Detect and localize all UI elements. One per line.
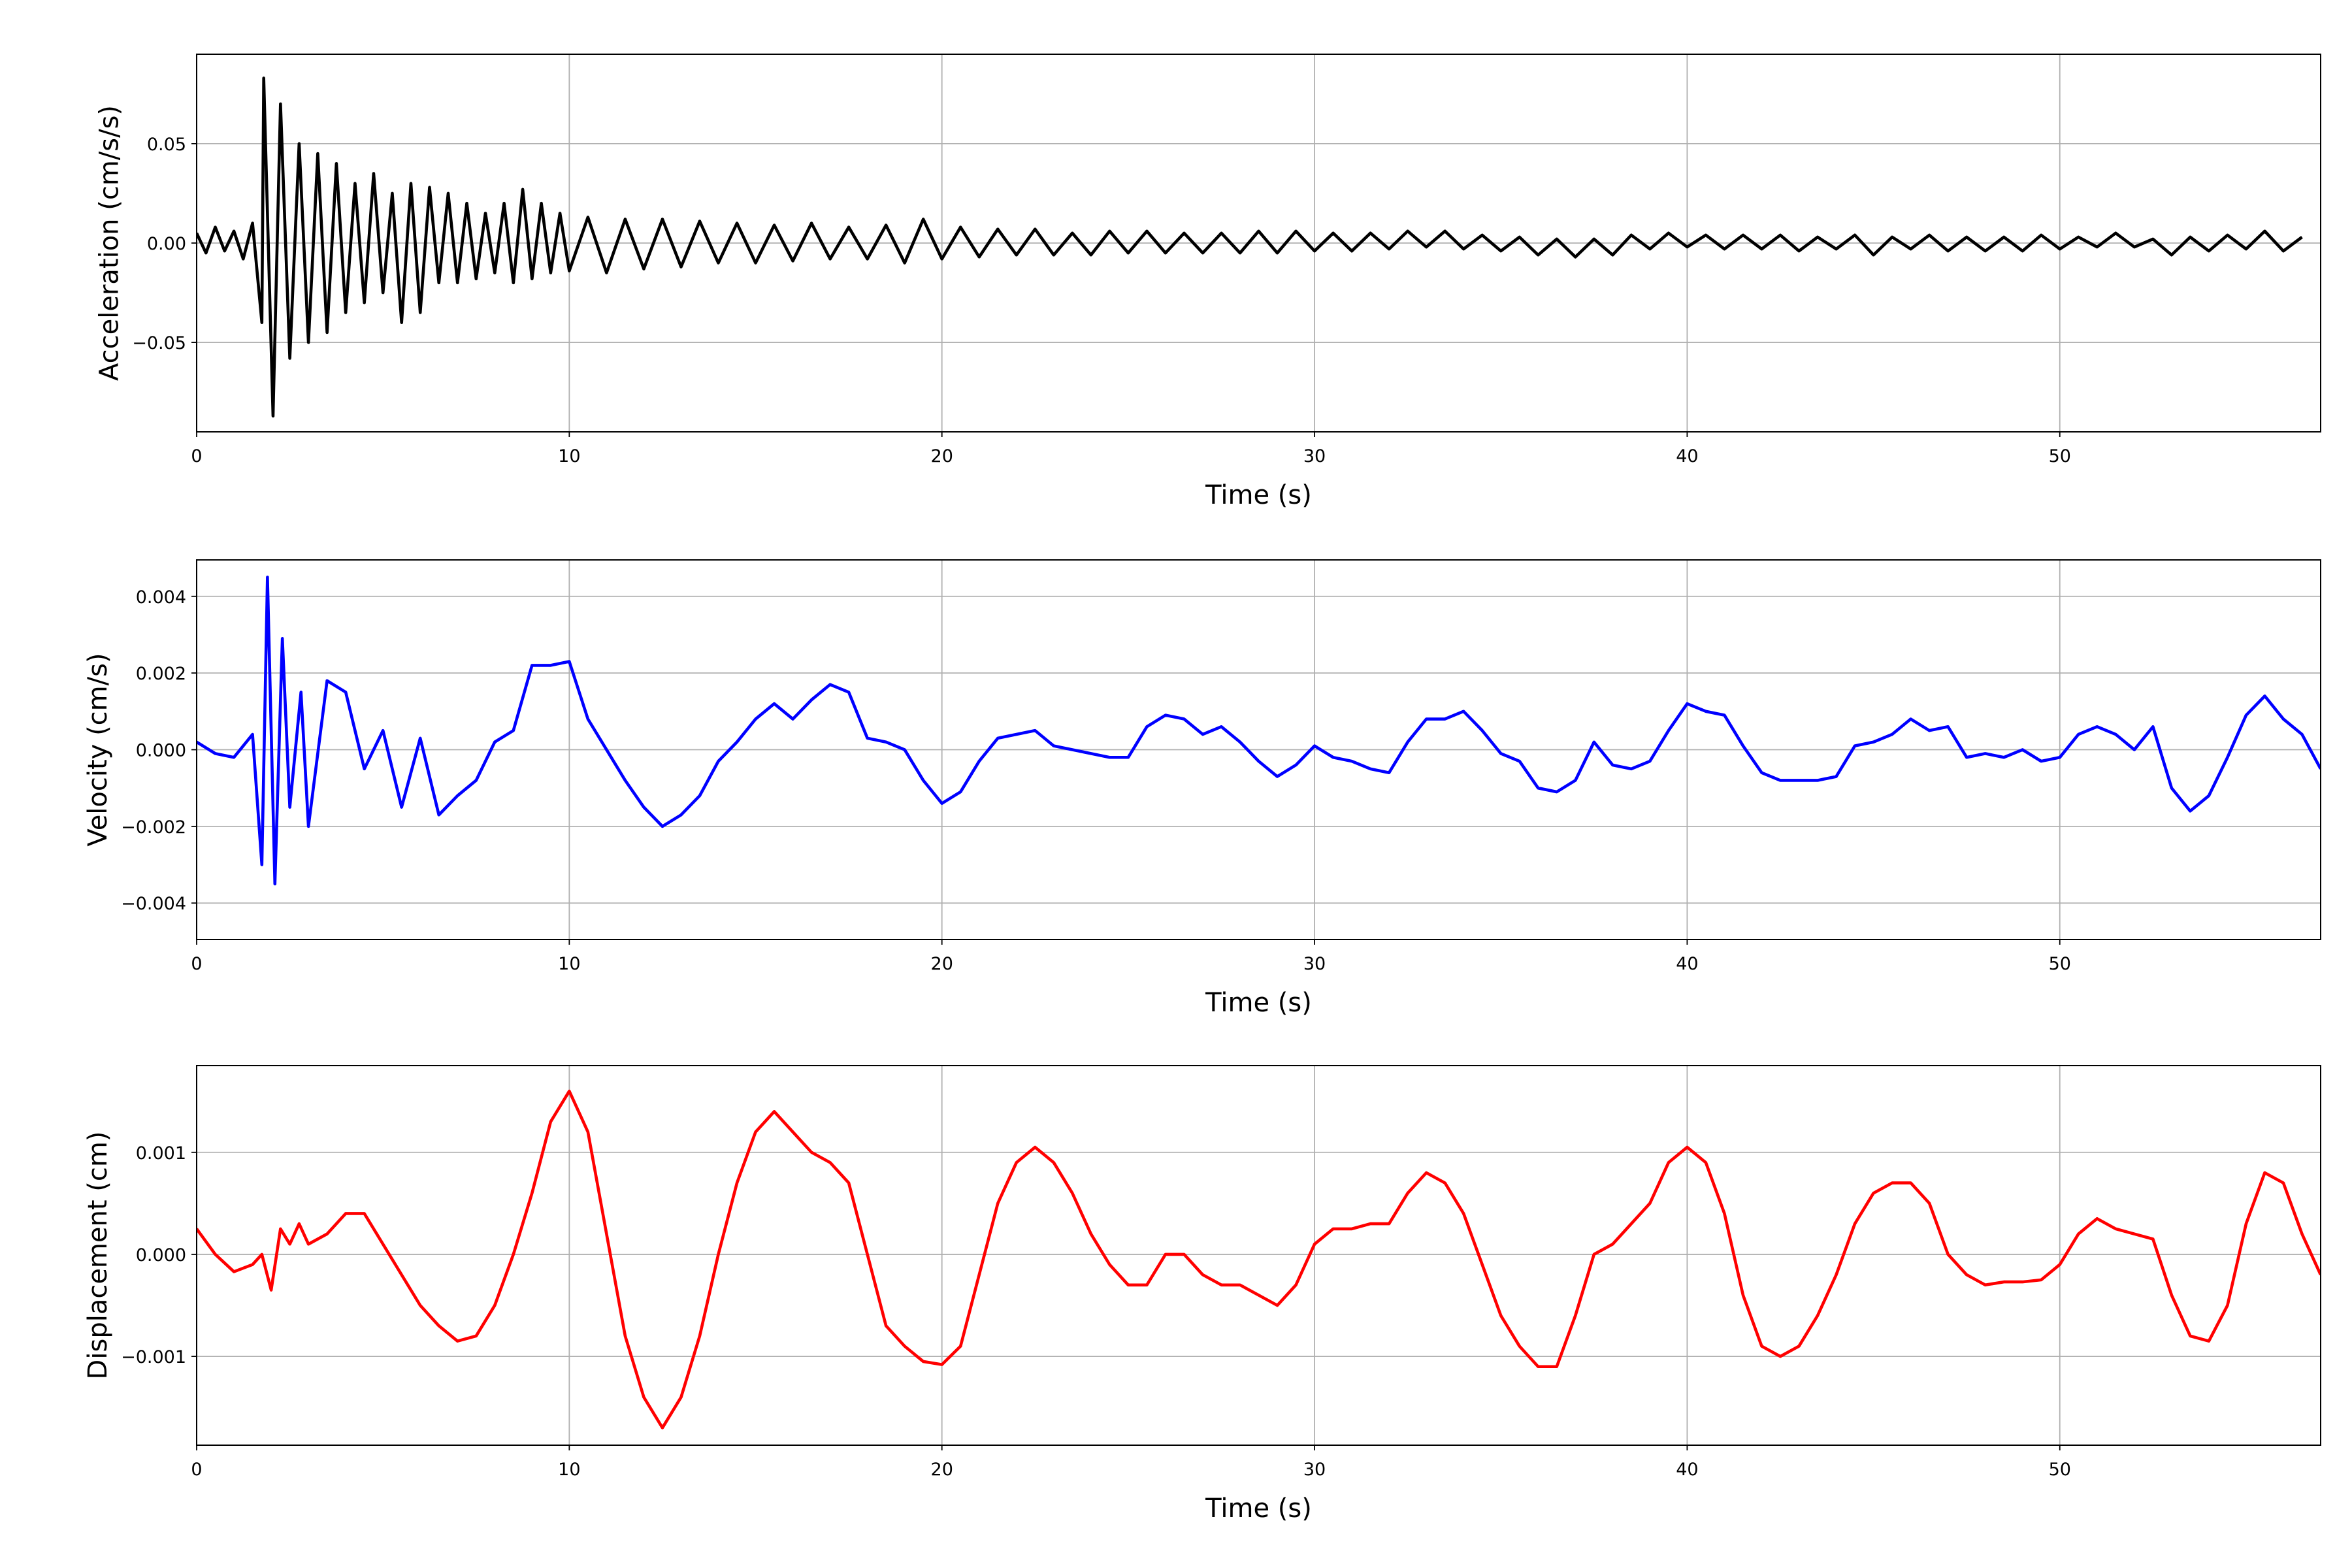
y-tick-label: −0.001: [121, 1347, 186, 1367]
y-tick-label: 0.000: [136, 741, 186, 761]
y-tick-label: 0.004: [136, 587, 186, 608]
panel: 0 10 20 30 40 50 −0.05 0.00 0.05 Time (s) Accelera…: [94, 54, 2321, 510]
x-tick-label: 20: [931, 446, 953, 466]
x-tick-label: 30: [1303, 1460, 1326, 1480]
series: [197, 1089, 2321, 1429]
x-tick-label: 40: [1676, 446, 1698, 466]
data-line: [197, 76, 2303, 417]
x-tick-label: 50: [2049, 954, 2071, 974]
axes-frame: [196, 559, 2321, 940]
panel: 0 10 20 30 40 50 −0.004 −0.002 0.000 0.002 0.004 Ti…: [83, 559, 2321, 1018]
x-tick-label: 50: [2049, 446, 2071, 466]
data-line: [197, 1089, 2321, 1429]
y-tick-label: 0.00: [147, 234, 186, 254]
y-axis-label: Acceleration (cm/s/s): [94, 105, 124, 381]
x-tick-label: 50: [2049, 1460, 2071, 1480]
x-tick-label: 30: [1303, 446, 1326, 466]
y-axis-label: Displacement (cm): [83, 1132, 113, 1380]
y-tick-label: 0.000: [136, 1245, 186, 1266]
x-tick-label: 40: [1676, 954, 1698, 974]
x-tick-label: 10: [558, 446, 580, 466]
series: [197, 76, 2303, 417]
x-axis-label: Time (s): [1205, 1494, 1312, 1524]
data-line: [197, 576, 2321, 886]
y-tick-label: −0.004: [121, 894, 186, 914]
x-tick-label: 20: [931, 954, 953, 974]
x-tick-label: 30: [1303, 954, 1326, 974]
x-tick-label: 10: [558, 954, 580, 974]
y-tick-label: −0.002: [121, 817, 186, 838]
x-tick-label: 40: [1676, 1460, 1698, 1480]
x-tick-label: 0: [191, 954, 202, 974]
y-tick-label: 0.002: [136, 664, 186, 684]
x-tick-label: 0: [191, 446, 202, 466]
axes-frame: [196, 1065, 2321, 1446]
x-axis-label: Time (s): [1205, 480, 1312, 510]
x-tick-label: 10: [558, 1460, 580, 1480]
x-tick-label: 20: [931, 1460, 953, 1480]
y-tick-label: 0.05: [147, 135, 186, 155]
x-axis-label: Time (s): [1205, 988, 1312, 1018]
series: [197, 576, 2321, 886]
axes-frame: [196, 54, 2321, 433]
panel: 0 10 20 30 40 50 −0.001 0.000 0.001 Time (s) Displ…: [83, 1065, 2321, 1524]
y-tick-label: 0.001: [136, 1143, 186, 1164]
x-tick-label: 0: [191, 1460, 202, 1480]
y-axis-label: Velocity (cm/s): [83, 653, 113, 846]
y-tick-label: −0.05: [132, 333, 186, 353]
